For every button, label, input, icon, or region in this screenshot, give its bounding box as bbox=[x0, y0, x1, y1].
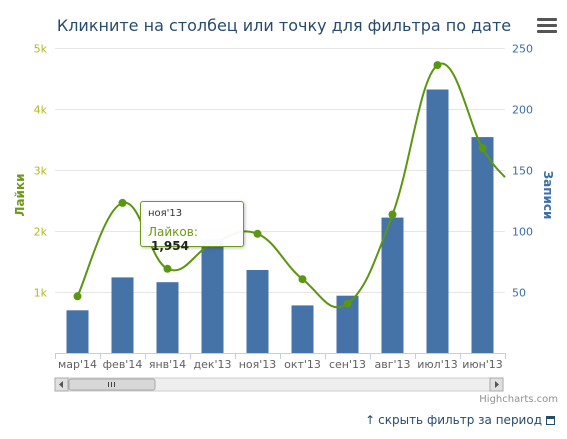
calendar-icon bbox=[546, 416, 555, 425]
hamburger-menu-icon bbox=[537, 18, 557, 21]
bar[interactable] bbox=[336, 295, 359, 353]
y-left-tick-label: 4k bbox=[34, 104, 48, 117]
bar[interactable] bbox=[471, 137, 494, 353]
y-right-axis-title: Записи bbox=[541, 171, 555, 220]
line-point[interactable] bbox=[388, 210, 397, 219]
tooltip-value: 1,954 bbox=[151, 239, 189, 253]
line-point[interactable] bbox=[73, 292, 82, 301]
x-tick-label: сен'13 bbox=[329, 358, 366, 371]
bar[interactable] bbox=[201, 239, 224, 354]
x-tick-label: фев'14 bbox=[103, 358, 143, 371]
y-right-tick-label: 250 bbox=[512, 43, 533, 56]
credits-label: Highcharts.com bbox=[479, 394, 558, 405]
hide-date-filter-link[interactable]: ↑ скрыть фильтр за период bbox=[365, 413, 555, 427]
y-right-tick-label: 150 bbox=[512, 165, 533, 178]
bar-series[interactable] bbox=[66, 89, 494, 354]
chart-title: Кликните на столбец или точку для фильтр… bbox=[57, 16, 511, 35]
y-left-tick-label: 2k bbox=[34, 226, 48, 239]
arrow-up-icon: ↑ bbox=[365, 413, 376, 427]
tooltip-label: Лайков: bbox=[148, 225, 198, 239]
x-tick-label: авг'13 bbox=[374, 358, 410, 371]
hide-filter-label: скрыть фильтр за период bbox=[378, 413, 542, 427]
line-point[interactable] bbox=[433, 61, 442, 70]
chevron-left-icon bbox=[59, 381, 63, 388]
x-tick-label: дек'13 bbox=[193, 358, 231, 371]
line-point[interactable] bbox=[343, 299, 352, 308]
y-left-tick-label: 3k bbox=[34, 165, 48, 178]
line-point[interactable] bbox=[298, 275, 307, 284]
y-right-tick-label: 100 bbox=[512, 226, 533, 239]
bar[interactable] bbox=[111, 277, 134, 353]
tooltip-date: ноя'13 bbox=[148, 208, 183, 219]
y-right-tick-label: 50 bbox=[512, 287, 526, 300]
bar[interactable] bbox=[426, 89, 449, 354]
chevron-right-icon bbox=[495, 381, 499, 388]
chart-menu-button[interactable] bbox=[537, 18, 557, 36]
line-point[interactable] bbox=[478, 144, 487, 152]
axes: 1k 2k 3k 4k 5k 50 100 150 200 250 мар'14 фев'14 янв'… bbox=[34, 43, 533, 372]
data-tooltip: ноя'13 Лайков: 1,954 bbox=[140, 201, 244, 253]
x-tick-label: окт'13 bbox=[284, 358, 321, 371]
x-tick-label: июл'13 bbox=[417, 358, 457, 371]
bar[interactable] bbox=[381, 217, 404, 353]
x-tick-label: ноя'13 bbox=[239, 358, 277, 371]
navigator-scrollbar[interactable] bbox=[54, 377, 504, 392]
bar[interactable] bbox=[291, 305, 314, 353]
x-tick-label: янв'14 bbox=[149, 358, 186, 371]
bar[interactable] bbox=[246, 270, 269, 353]
bar[interactable] bbox=[66, 310, 89, 353]
y-left-tick-label: 1k bbox=[34, 287, 48, 300]
x-tick-label: июн'13 bbox=[462, 358, 503, 371]
y-left-axis-title: Лайки bbox=[13, 173, 27, 216]
x-tick-label: мар'14 bbox=[58, 358, 97, 371]
line-point[interactable] bbox=[118, 198, 127, 207]
line-point[interactable] bbox=[163, 264, 172, 273]
bar[interactable] bbox=[156, 282, 179, 353]
line-point[interactable] bbox=[253, 229, 262, 238]
y-right-tick-label: 200 bbox=[512, 104, 533, 117]
y-left-tick-label: 5k bbox=[34, 43, 48, 56]
